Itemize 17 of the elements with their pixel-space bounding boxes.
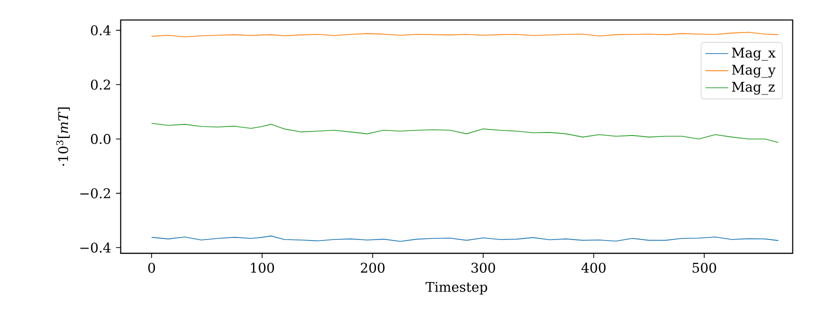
x-tick-label: 0 [148,262,155,273]
y-tick-label: 0.2 [90,80,110,90]
x-tick-label: 300 [472,262,496,273]
x-axis-title: Timestep [426,282,488,295]
legend-label: Mag_y [732,64,776,78]
y-tick-label: −0.4 [80,242,111,253]
y-tick-label: 0.4 [90,25,111,36]
x-tick-label: 100 [251,262,274,273]
y-axis-title: ·10$^{3}$[mT] [56,108,70,166]
x-tick-label: 400 [581,262,606,273]
line-series [151,122,779,143]
x-tick-label: 500 [692,262,716,273]
x-tick-label: 200 [360,262,385,273]
legend-label: Mag_x [732,48,776,61]
y-tick-label: −0.2 [80,188,110,198]
y-tick-label: 0.0 [90,134,110,144]
legend-label: Mag_z [732,82,775,95]
